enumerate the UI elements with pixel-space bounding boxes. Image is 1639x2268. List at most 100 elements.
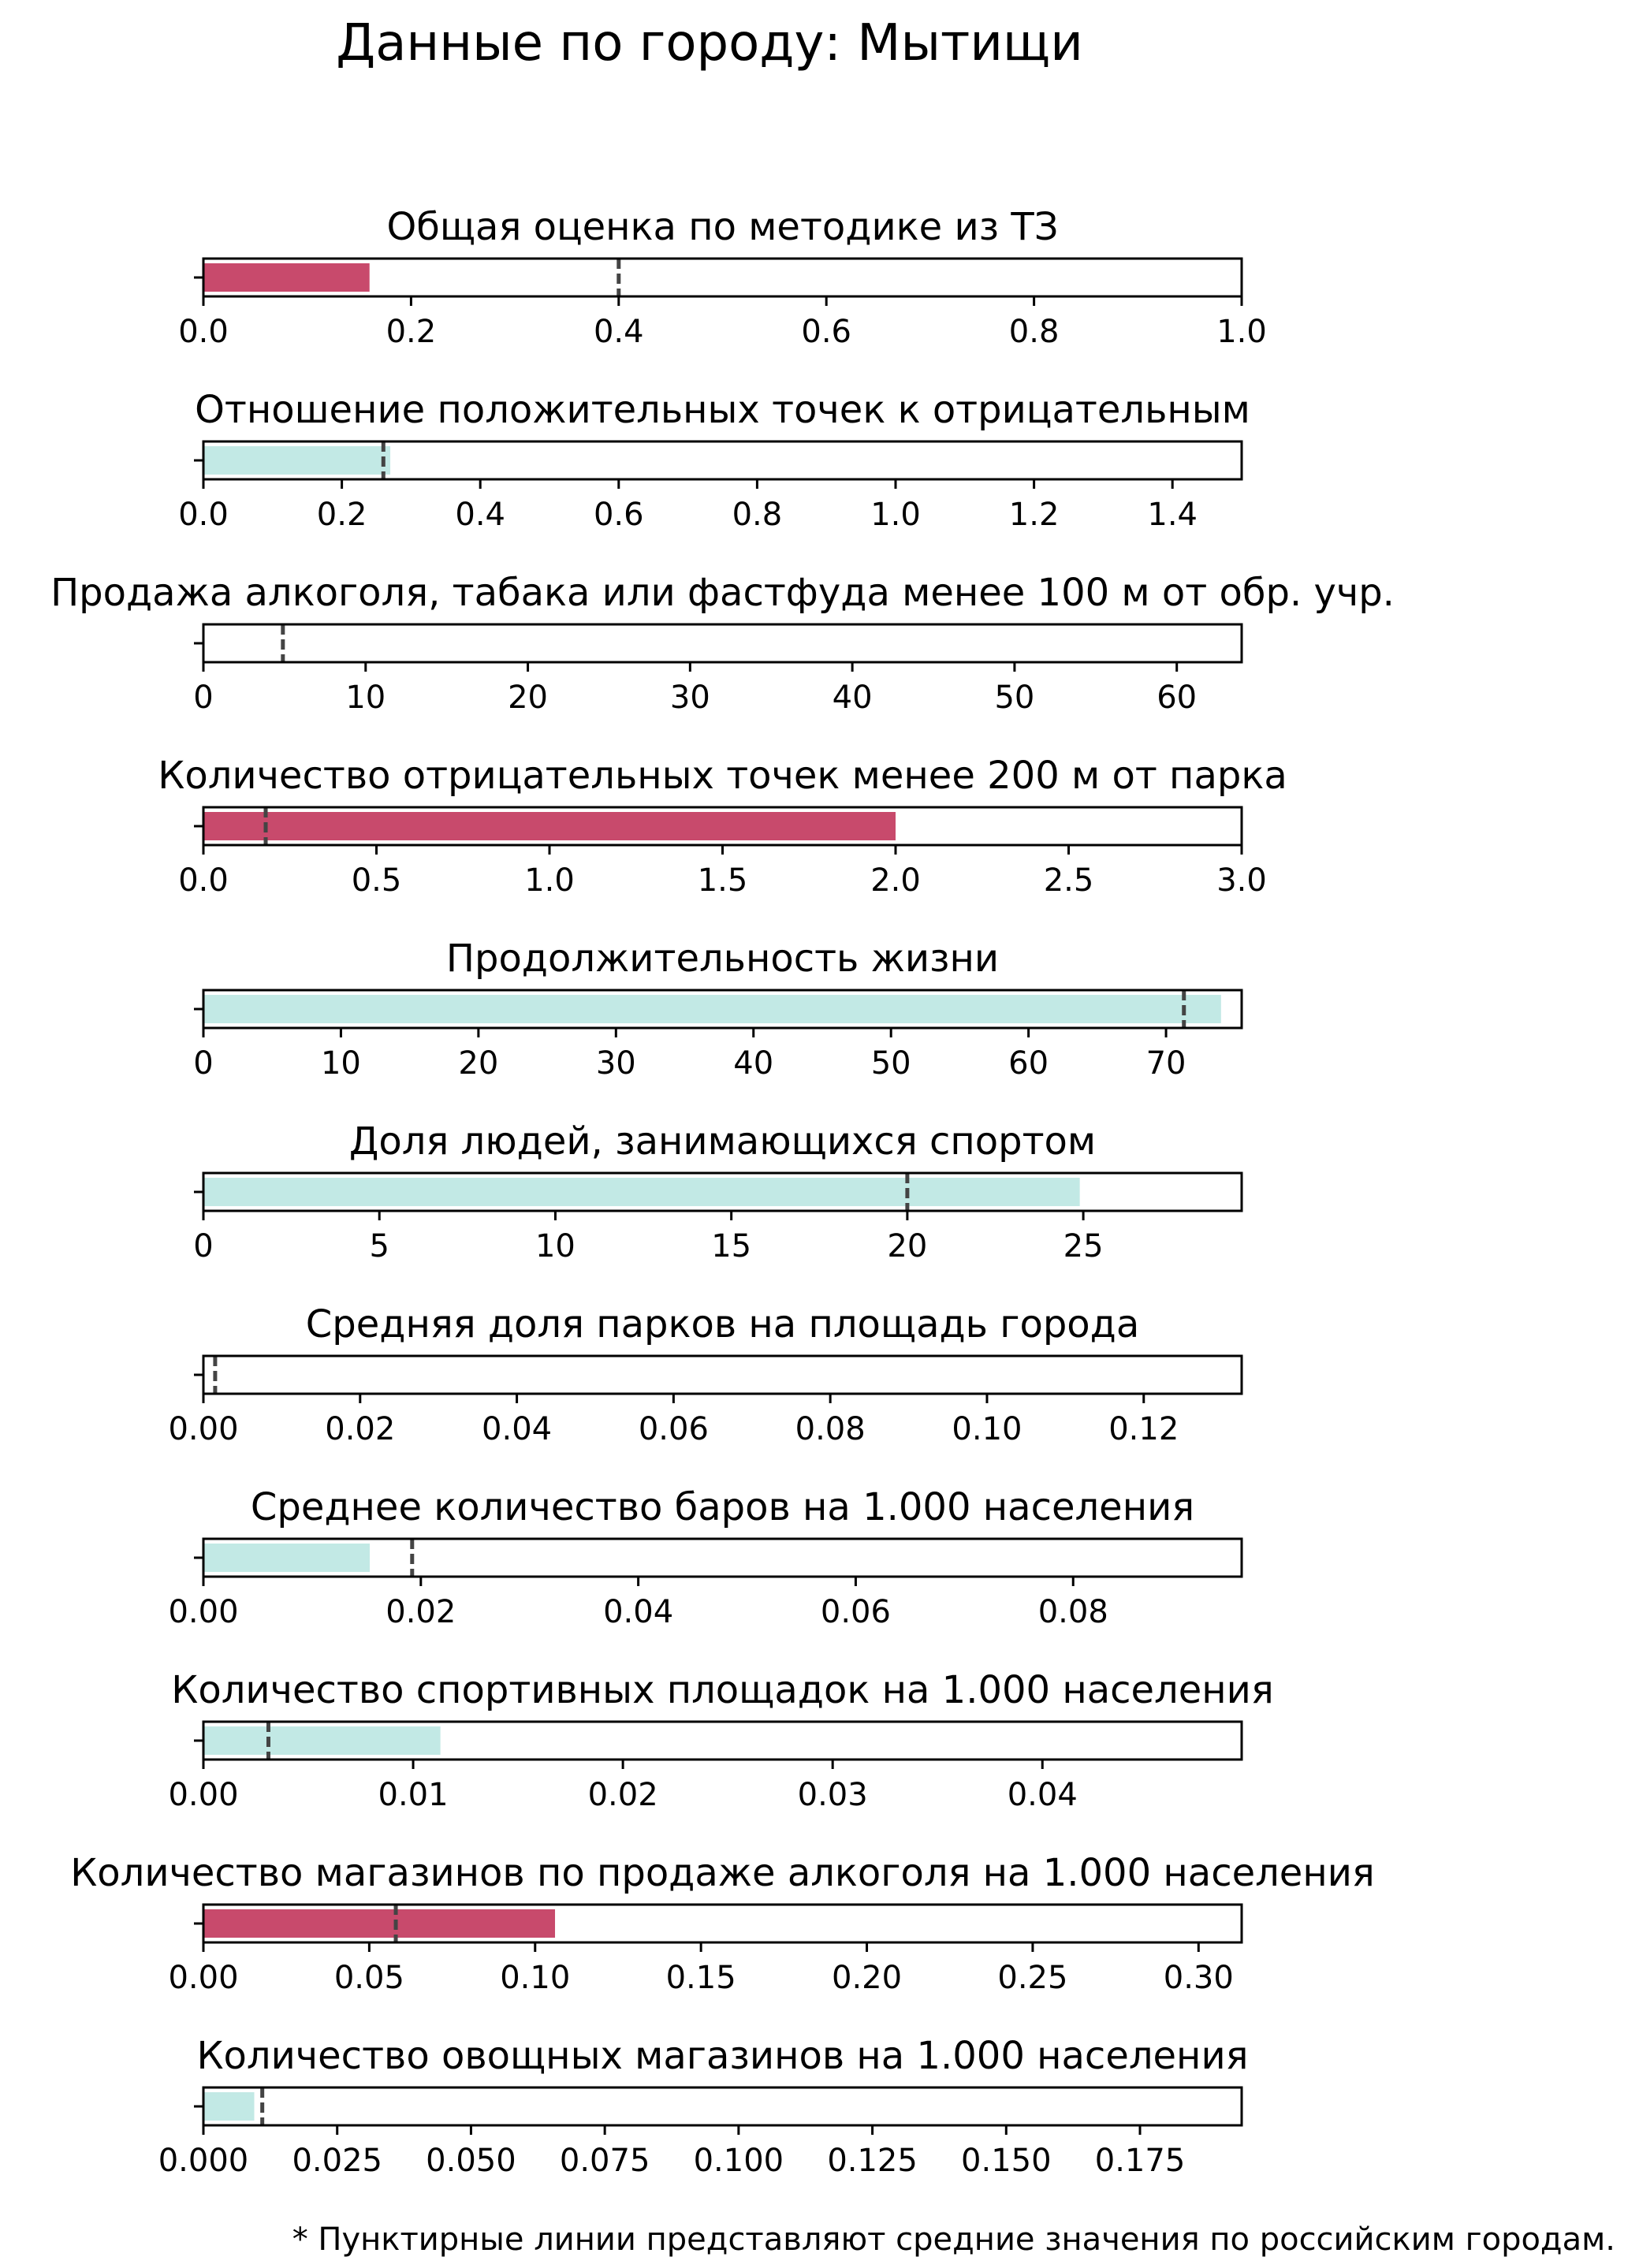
x-tick-label: 0.0 [178, 497, 229, 533]
x-tick-label: 60 [1157, 680, 1197, 716]
x-tick-label: 0.2 [317, 497, 367, 533]
x-tick-label: 0.08 [795, 1411, 866, 1447]
x-tick-label: 20 [887, 1228, 927, 1264]
x-tick-label: 0.01 [378, 1777, 449, 1813]
subplot-title: Среднее количество баров на 1.000 населе… [251, 1485, 1194, 1529]
x-tick-label: 0.5 [352, 862, 402, 899]
x-tick-label: 0.000 [158, 2143, 249, 2179]
axes-frame [202, 1354, 1243, 1395]
x-tick-label: 0.025 [292, 2143, 382, 2179]
x-tick-label: 0 [193, 680, 213, 716]
x-tick-label: 0.8 [1009, 314, 1060, 350]
x-tick-label: 15 [711, 1228, 751, 1264]
value-bar [203, 263, 370, 292]
x-tick-label: 0.0 [178, 314, 229, 350]
value-bar [203, 812, 896, 840]
x-tick-label: 0.12 [1108, 1411, 1179, 1447]
x-tick-label: 1.0 [870, 497, 921, 533]
subplot-title: Средняя доля парков на площадь города [306, 1302, 1140, 1346]
chart-panel-5: Продолжительность жизни 0 10 20 30 40 50 60 70 [193, 937, 1243, 1082]
chart-panel-8: Среднее количество баров на 1.000 населе… [168, 1485, 1243, 1630]
footnote: * Пунктирные линии представляют средние … [292, 2221, 1615, 2258]
value-bar [203, 1726, 441, 1755]
x-tick-label: 2.0 [870, 862, 921, 899]
x-tick-label: 0.02 [325, 1411, 395, 1447]
subplot-title: Количество спортивных площадок на 1.000 … [171, 1668, 1273, 1712]
x-tick-label: 0.6 [594, 497, 644, 533]
chart-panel-10: Количество магазинов по продаже алкоголя… [70, 1851, 1375, 1996]
value-bar [203, 1909, 556, 1938]
x-tick-label: 20 [458, 1045, 498, 1082]
subplot-title: Количество отрицательных точек менее 200… [158, 754, 1287, 798]
subplot-title: Общая оценка по методике из ТЗ [386, 205, 1058, 249]
chart-panel-2: Отношение положительных точек к отрицате… [178, 388, 1250, 533]
x-tick-label: 3.0 [1216, 862, 1267, 899]
chart-title: Данные по городу: Мытищи [336, 14, 1083, 73]
x-tick-label: 2.5 [1044, 862, 1094, 899]
x-tick-label: 50 [871, 1045, 911, 1082]
x-tick-label: 0.4 [455, 497, 505, 533]
x-tick-label: 0.0 [178, 862, 229, 899]
subplot-title: Доля людей, занимающихся спортом [349, 1119, 1096, 1164]
x-tick-label: 1.0 [524, 862, 575, 899]
x-tick-label: 0.10 [952, 1411, 1022, 1447]
x-tick-label: 0.05 [334, 1960, 404, 1996]
chart-panel-9: Количество спортивных площадок на 1.000 … [168, 1668, 1273, 1813]
x-tick-label: 0.20 [832, 1960, 902, 1996]
chart-panel-11: Количество овощных магазинов на 1.000 на… [158, 2034, 1249, 2179]
x-tick-label: 0.08 [1038, 1594, 1108, 1630]
x-tick-label: 1.5 [698, 862, 748, 899]
chart-panel-4: Количество отрицательных точек менее 200… [158, 754, 1287, 899]
x-tick-label: 0.10 [500, 1960, 570, 1996]
x-tick-label: 0.04 [603, 1594, 673, 1630]
x-tick-label: 0.04 [1008, 1777, 1078, 1813]
x-tick-label: 0.175 [1095, 2143, 1186, 2179]
subplot-title: Количество магазинов по продаже алкоголя… [70, 1851, 1375, 1895]
x-tick-label: 0.075 [560, 2143, 650, 2179]
chart-panel-1: Общая оценка по методике из ТЗ 0.0 0.2 0.4 0… [178, 205, 1267, 350]
x-tick-label: 20 [508, 680, 548, 716]
x-tick-label: 30 [596, 1045, 636, 1082]
x-tick-label: 0.4 [594, 314, 644, 350]
subplot-title: Продолжительность жизни [446, 937, 999, 981]
x-tick-label: 0.125 [827, 2143, 918, 2179]
x-tick-label: 40 [833, 680, 873, 716]
value-bar [203, 1178, 1080, 1206]
x-tick-label: 0.06 [821, 1594, 891, 1630]
x-tick-label: 0.03 [798, 1777, 868, 1813]
x-tick-label: 0.25 [997, 1960, 1067, 1996]
x-tick-label: 0.8 [732, 497, 783, 533]
chart-panel-3: Продажа алкоголя, табака или фастфуда ме… [50, 571, 1395, 716]
x-tick-label: 40 [733, 1045, 773, 1082]
x-tick-label: 0 [193, 1045, 213, 1082]
x-tick-label: 0.06 [639, 1411, 709, 1447]
value-bar [203, 995, 1221, 1023]
x-tick-label: 0 [193, 1228, 213, 1264]
x-tick-label: 0.00 [168, 1960, 238, 1996]
x-tick-label: 30 [670, 680, 710, 716]
x-tick-label: 0.02 [386, 1594, 456, 1630]
x-tick-label: 0.04 [482, 1411, 552, 1447]
subplot-title: Отношение положительных точек к отрицате… [195, 388, 1250, 432]
x-tick-label: 10 [345, 680, 386, 716]
x-tick-label: 0.150 [961, 2143, 1052, 2179]
x-tick-label: 5 [369, 1228, 389, 1264]
x-tick-label: 0.2 [386, 314, 437, 350]
subplot-title: Продажа алкоголя, табака или фастфуда ме… [50, 571, 1395, 615]
value-bar [203, 1544, 370, 1572]
x-tick-label: 1.2 [1009, 497, 1060, 533]
x-tick-label: 0.00 [168, 1594, 238, 1630]
x-tick-label: 60 [1008, 1045, 1049, 1082]
x-tick-label: 10 [321, 1045, 361, 1082]
x-tick-label: 0.02 [588, 1777, 658, 1813]
axes-frame [202, 623, 1243, 664]
x-tick-label: 0.30 [1164, 1960, 1234, 1996]
axes-frame [202, 2086, 1243, 2127]
x-tick-label: 0.100 [694, 2143, 784, 2179]
x-tick-label: 50 [994, 680, 1034, 716]
x-tick-label: 0.00 [168, 1411, 238, 1447]
x-tick-label: 0.15 [666, 1960, 736, 1996]
chart-panel-7: Средняя доля парков на площадь города 0.0… [168, 1302, 1243, 1447]
x-tick-label: 0.6 [801, 314, 851, 350]
